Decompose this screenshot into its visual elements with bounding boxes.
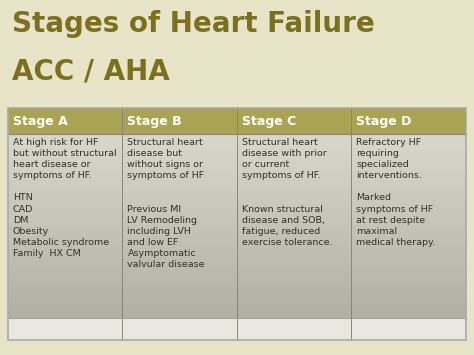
Text: Stage B: Stage B — [128, 115, 182, 127]
Bar — [237, 318, 352, 340]
Text: Stages of Heart Failure: Stages of Heart Failure — [12, 10, 375, 38]
Text: At high risk for HF
but without structural
heart disease or
symptoms of HF.

HTN: At high risk for HF but without structur… — [13, 138, 117, 258]
Text: Structural heart
disease but
without signs or
symptoms of HF


Previous MI
LV Re: Structural heart disease but without sig… — [128, 138, 205, 269]
Bar — [122, 318, 237, 340]
Text: Stage A: Stage A — [13, 115, 68, 127]
Bar — [352, 108, 466, 134]
Text: Structural heart
disease with prior
or current
symptoms of HF.


Known structura: Structural heart disease with prior or c… — [242, 138, 332, 247]
Text: Stage C: Stage C — [242, 115, 296, 127]
Bar — [122, 108, 237, 134]
Text: ACC / AHA: ACC / AHA — [12, 58, 170, 86]
Bar — [237, 108, 352, 134]
Bar — [8, 108, 466, 340]
Bar — [352, 318, 466, 340]
Text: Stage D: Stage D — [356, 115, 412, 127]
Text: Refractory HF
requiring
specialized
interventions.

Marked
symptoms of HF
at res: Refractory HF requiring specialized inte… — [356, 138, 436, 247]
Bar — [8, 108, 122, 134]
Bar — [8, 318, 122, 340]
